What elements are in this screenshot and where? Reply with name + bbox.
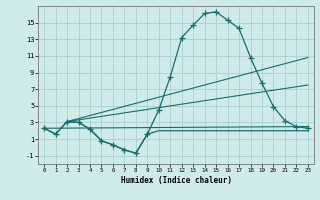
X-axis label: Humidex (Indice chaleur): Humidex (Indice chaleur): [121, 176, 231, 185]
